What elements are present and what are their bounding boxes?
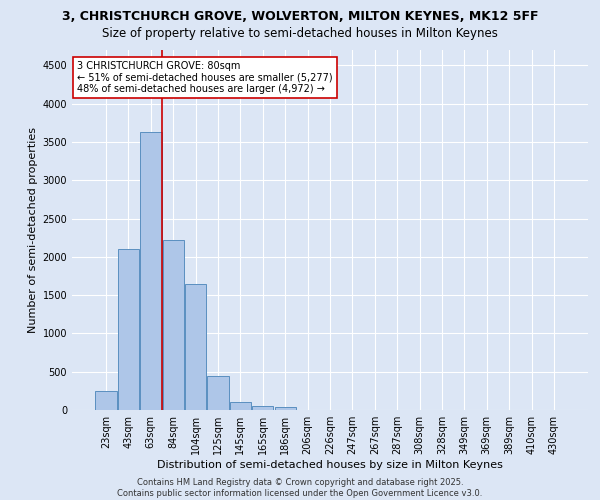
- Bar: [140, 132, 161, 410]
- Bar: [95, 391, 117, 410]
- Bar: [163, 240, 184, 410]
- X-axis label: Distribution of semi-detached houses by size in Milton Keynes: Distribution of semi-detached houses by …: [157, 460, 503, 470]
- Text: Size of property relative to semi-detached houses in Milton Keynes: Size of property relative to semi-detach…: [102, 28, 498, 40]
- Text: Contains HM Land Registry data © Crown copyright and database right 2025.
Contai: Contains HM Land Registry data © Crown c…: [118, 478, 482, 498]
- Bar: [118, 249, 139, 410]
- Text: 3, CHRISTCHURCH GROVE, WOLVERTON, MILTON KEYNES, MK12 5FF: 3, CHRISTCHURCH GROVE, WOLVERTON, MILTON…: [62, 10, 538, 23]
- Bar: [252, 406, 274, 410]
- Bar: [230, 402, 251, 410]
- Bar: [275, 408, 296, 410]
- Bar: [208, 376, 229, 410]
- Y-axis label: Number of semi-detached properties: Number of semi-detached properties: [28, 127, 38, 333]
- Bar: [185, 284, 206, 410]
- Text: 3 CHRISTCHURCH GROVE: 80sqm
← 51% of semi-detached houses are smaller (5,277)
48: 3 CHRISTCHURCH GROVE: 80sqm ← 51% of sem…: [77, 61, 333, 94]
